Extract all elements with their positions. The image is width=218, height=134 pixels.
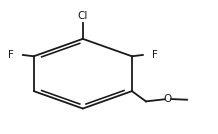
Text: F: F: [152, 50, 157, 60]
Text: O: O: [163, 94, 172, 104]
Text: Cl: Cl: [78, 11, 88, 21]
Text: F: F: [8, 50, 14, 60]
